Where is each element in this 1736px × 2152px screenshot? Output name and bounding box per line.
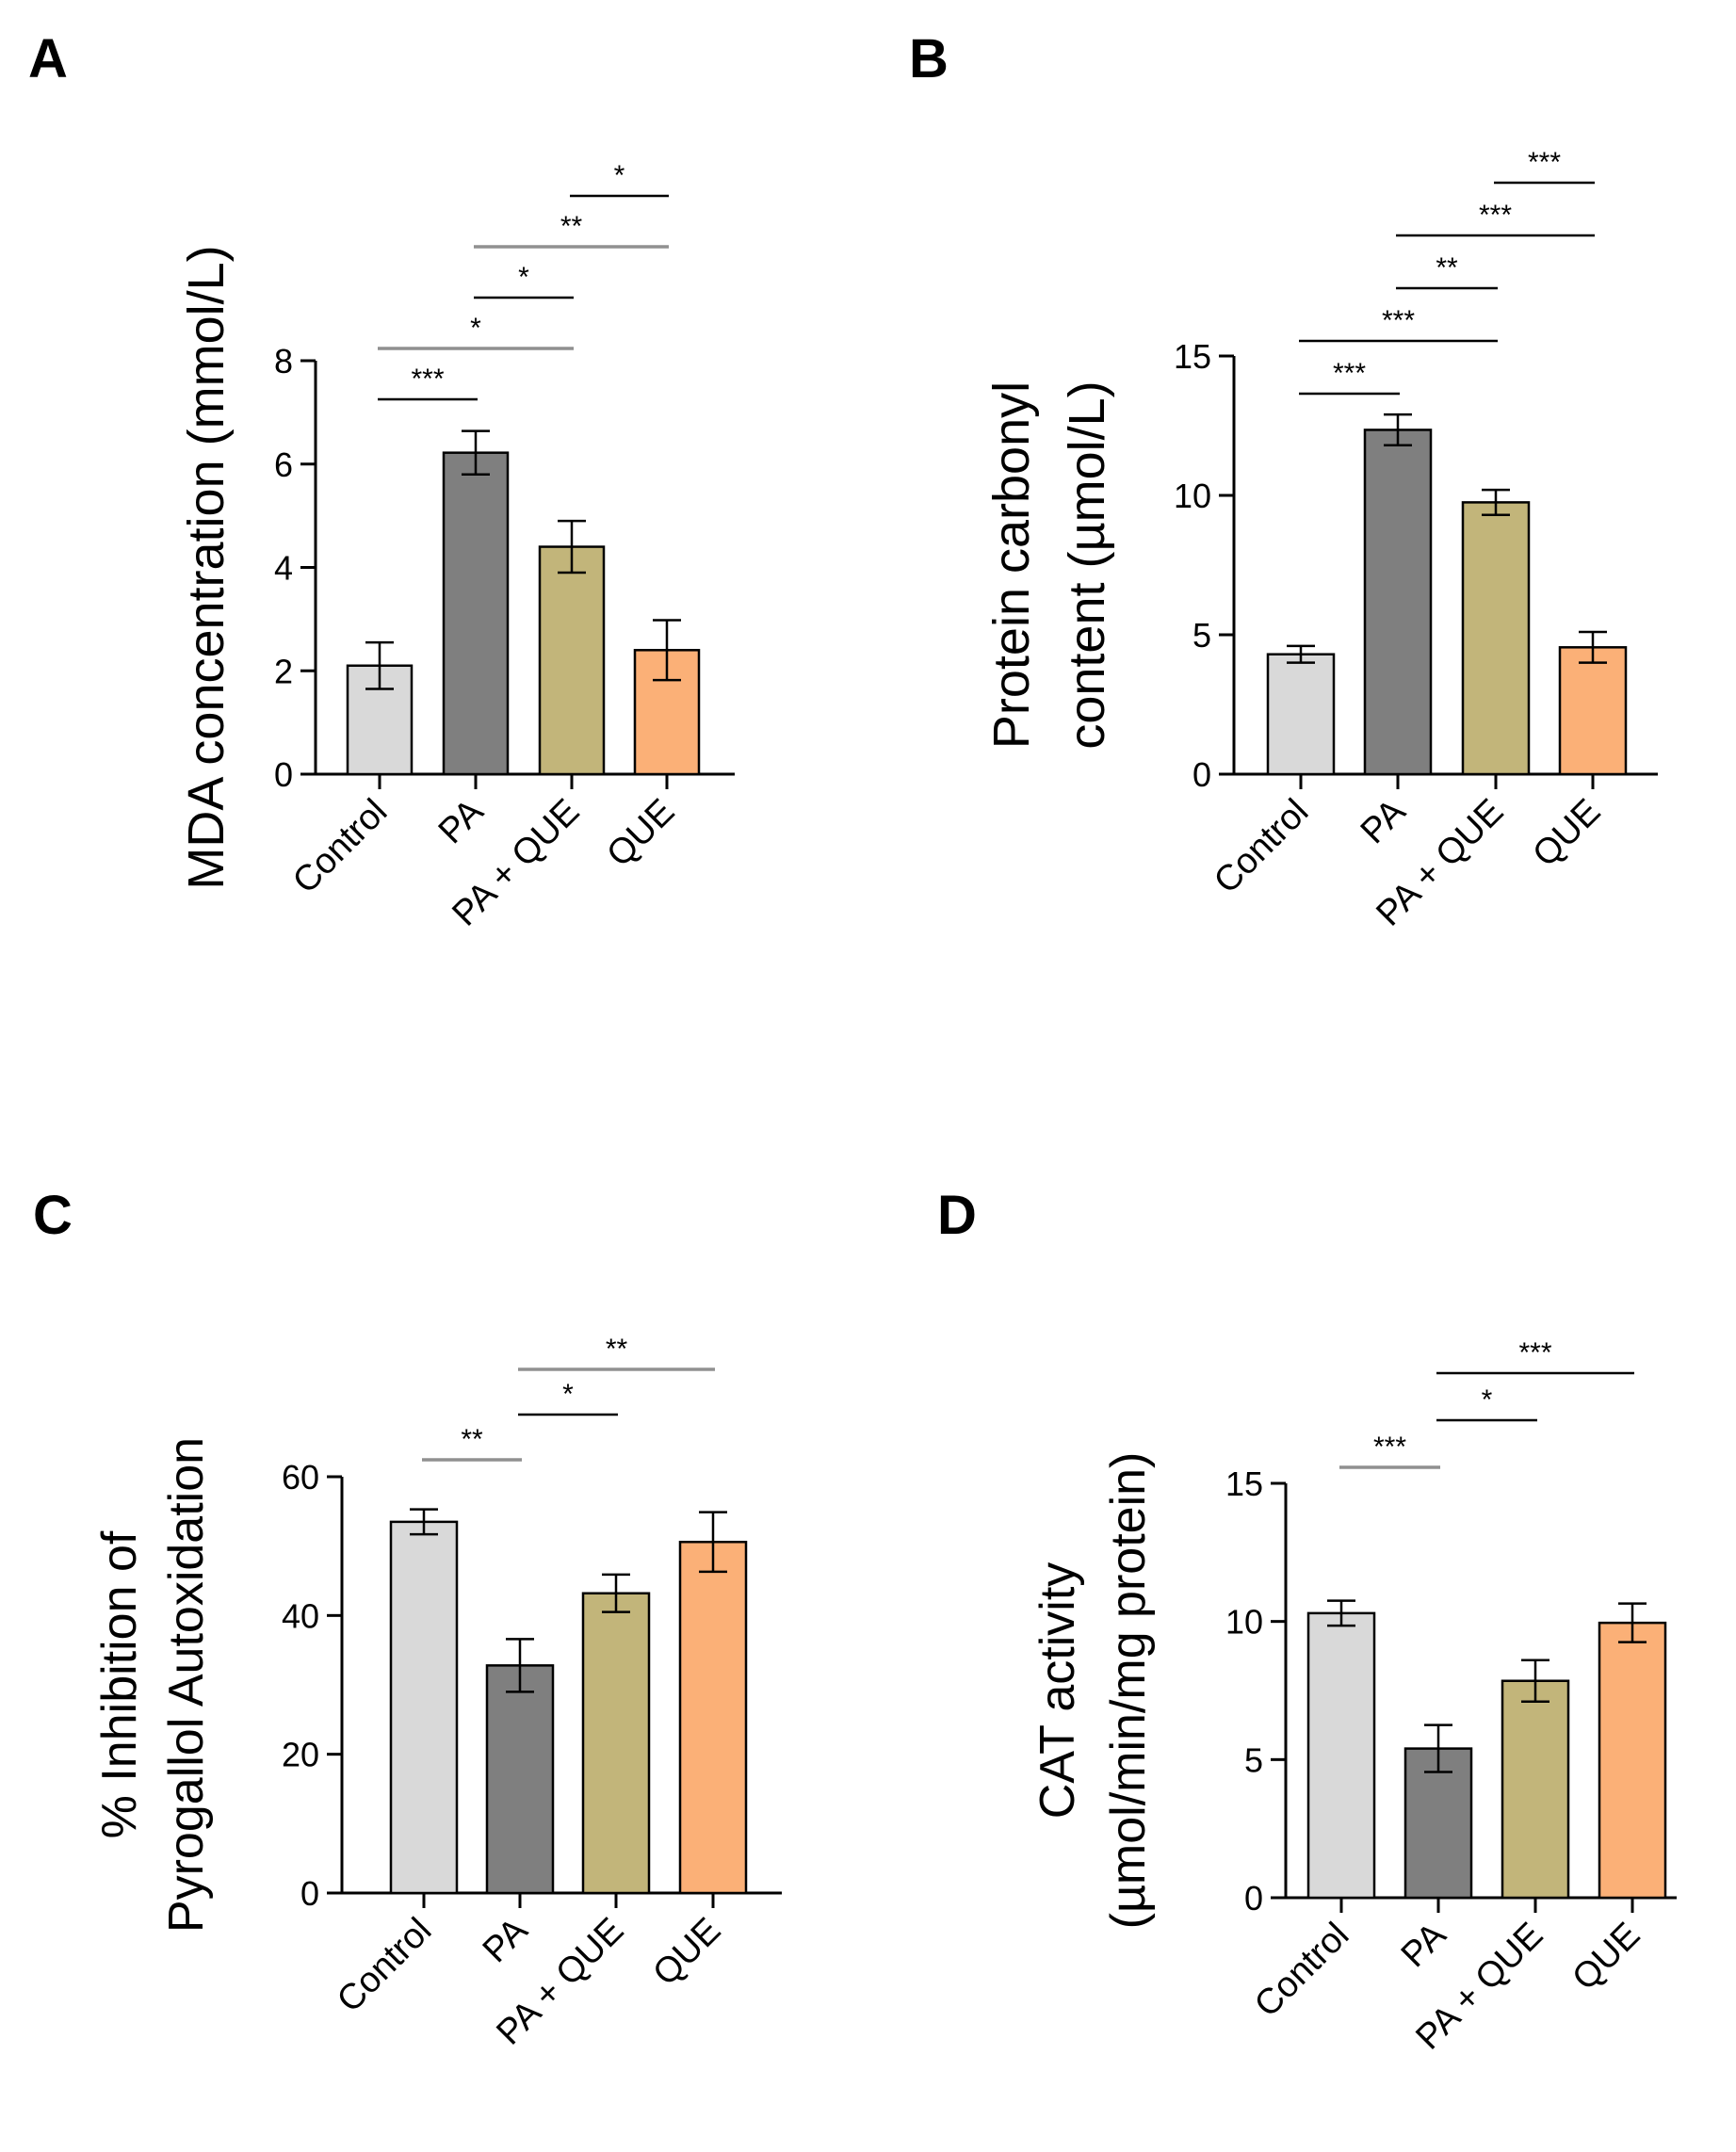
x-tick-label: Control bbox=[330, 1911, 439, 2020]
x-tick-label: PA bbox=[476, 1910, 536, 1970]
y-tick-label: 8 bbox=[274, 342, 293, 380]
bar bbox=[389, 1520, 459, 1895]
x-tick-label: PA bbox=[1354, 791, 1414, 851]
x-tick-label: Control bbox=[1247, 1916, 1356, 2025]
bar bbox=[581, 1592, 651, 1895]
x-tick-label: QUE bbox=[1565, 1916, 1647, 1998]
x-tick-label: PA bbox=[1394, 1915, 1454, 1975]
significance-label: *** bbox=[1382, 305, 1415, 336]
significance-label: * bbox=[470, 313, 481, 344]
significance-label: ** bbox=[606, 1334, 628, 1365]
y-axis-title: CAT activity bbox=[1030, 1562, 1085, 1820]
significance-label: ** bbox=[461, 1424, 483, 1455]
bar bbox=[1461, 501, 1531, 776]
y-axis-title: MDA concentration (mmol/L) bbox=[178, 245, 235, 889]
y-axis-title: % Inhibition of bbox=[92, 1530, 147, 1838]
y-tick-label: 60 bbox=[282, 1458, 319, 1497]
y-tick-label: 6 bbox=[274, 445, 293, 484]
x-tick-label: QUE bbox=[599, 792, 682, 875]
significance-label: * bbox=[562, 1379, 574, 1410]
significance-label: ** bbox=[560, 211, 583, 242]
panel-label: D bbox=[937, 1185, 977, 1246]
x-tick-label: QUE bbox=[645, 1911, 728, 1994]
y-tick-label: 0 bbox=[274, 755, 293, 794]
y-tick-label: 15 bbox=[1174, 337, 1211, 376]
significance-label: *** bbox=[1373, 1432, 1406, 1463]
y-tick-label: 2 bbox=[274, 652, 293, 690]
x-tick-label: Control bbox=[285, 792, 395, 901]
x-tick-label: PA bbox=[431, 791, 492, 851]
y-tick-label: 5 bbox=[1192, 616, 1211, 655]
bar bbox=[1558, 646, 1628, 776]
bar bbox=[1501, 1679, 1570, 1900]
y-tick-label: 10 bbox=[1225, 1603, 1263, 1642]
y-axis-title: Pyrogallol Autoxidation bbox=[159, 1437, 214, 1933]
panel-label: B bbox=[909, 28, 949, 89]
x-tick-label: Control bbox=[1207, 792, 1316, 901]
significance-label: * bbox=[614, 160, 625, 191]
bar bbox=[678, 1540, 748, 1895]
bar bbox=[1598, 1621, 1667, 1900]
bar bbox=[1266, 653, 1336, 776]
bar bbox=[1363, 429, 1433, 776]
significance-label: *** bbox=[1479, 200, 1512, 231]
y-tick-label: 40 bbox=[282, 1596, 319, 1635]
significance-label: * bbox=[518, 262, 529, 293]
y-axis-title: Protein carbonyl bbox=[983, 381, 1040, 749]
panel-label: C bbox=[33, 1185, 73, 1246]
significance-label: * bbox=[1482, 1384, 1493, 1416]
bar bbox=[1306, 1611, 1376, 1900]
significance-label: *** bbox=[1528, 147, 1561, 178]
y-tick-label: 15 bbox=[1225, 1464, 1263, 1503]
y-tick-label: 0 bbox=[1192, 755, 1211, 794]
bar bbox=[538, 545, 606, 776]
y-axis-title: (µmol/min/mg protein) bbox=[1101, 1452, 1156, 1930]
significance-label: *** bbox=[411, 364, 444, 395]
y-tick-label: 10 bbox=[1174, 477, 1211, 515]
y-tick-label: 20 bbox=[282, 1736, 319, 1774]
y-tick-label: 0 bbox=[1244, 1879, 1263, 1917]
panel-label: A bbox=[28, 28, 68, 89]
y-tick-label: 5 bbox=[1244, 1740, 1263, 1779]
significance-label: *** bbox=[1518, 1337, 1551, 1368]
bar bbox=[442, 451, 510, 776]
x-tick-label: QUE bbox=[1525, 792, 1608, 875]
significance-label: ** bbox=[1436, 252, 1458, 283]
bar bbox=[485, 1664, 555, 1895]
y-axis-title: content (µmol/L) bbox=[1059, 380, 1115, 749]
significance-label: *** bbox=[1333, 358, 1366, 389]
y-tick-label: 0 bbox=[300, 1874, 319, 1913]
y-tick-label: 4 bbox=[274, 549, 293, 588]
